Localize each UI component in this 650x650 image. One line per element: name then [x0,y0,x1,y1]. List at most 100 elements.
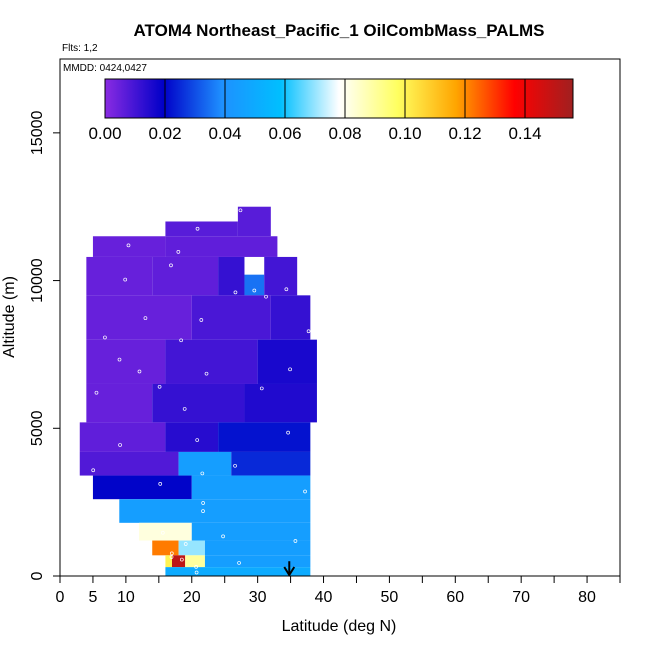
heatmap-cell [152,383,245,423]
colorbar-tick-label: 0.12 [448,124,481,143]
x-tick-label: 20 [183,589,201,606]
heatmap-cell [165,236,278,257]
sample-marker [259,386,264,391]
sample-marker [233,463,237,468]
heatmap-cell [139,522,192,541]
heatmap-cell [231,451,311,476]
heatmap-cell [257,339,317,384]
colorbar-tick-label: 0.14 [508,124,541,143]
colorbar-gradient [104,78,574,119]
heatmap-cell [218,256,245,296]
plot-frame [59,58,621,577]
sample-marker [306,329,311,334]
y-axis: 0 5000 10000 15000 [29,111,60,580]
arrow-head [283,566,296,577]
colorbar-tick-label: 0.06 [268,124,301,143]
sample-marker [237,561,241,565]
heatmap-cell [86,256,153,296]
heatmap-cell [165,339,258,384]
sample-marker [176,250,181,254]
x-tick-label: 70 [512,589,530,606]
sample-marker [94,390,99,395]
sample-marker [117,357,122,362]
heatmap-cell [191,475,311,500]
colorbar: 0.00 0.02 0.04 0.06 0.08 0.10 0.12 0.14 [88,78,574,143]
colorbar-tick-label: 0.00 [88,124,121,143]
sample-marker [91,468,96,473]
x-tick-label: 50 [381,589,399,606]
x-tick-label: 10 [117,589,135,606]
heatmap-cell [165,555,172,568]
heatmap-cell [185,555,205,568]
sample-marker [252,288,257,293]
heatmap-cell [165,221,238,237]
colorbar-ticks: 0.00 0.02 0.04 0.06 0.08 0.10 0.12 0.14 [88,79,542,143]
colorbar-tick-label: 0.02 [148,124,181,143]
sample-marker [183,542,188,546]
sample-marker [169,555,174,559]
heatmap-cell [204,555,311,568]
heatmap-cell [191,295,271,340]
y-tick-label: 15000 [29,111,46,156]
sample-marker [238,208,243,213]
heatmap-cell [178,451,232,476]
colorbar-tick-label: 0.10 [388,124,421,143]
heatmap-cell [79,451,179,476]
sample-marker [201,501,205,505]
sample-marker [195,438,200,442]
x-tick-label: 60 [446,589,464,606]
latitude-marker-arrow [283,561,296,577]
sample-marker [221,534,225,539]
colorbar-tick-label: 0.04 [208,124,241,143]
sample-marker [182,407,187,411]
heatmap-cell [86,295,192,340]
sample-marker [143,316,148,320]
heatmap-cell [152,540,179,556]
heatmap-cell [191,522,311,541]
sample-marker [286,430,290,435]
heatmap-cell [178,540,205,556]
sample-marker [284,287,289,292]
heatmap-cell [119,499,311,523]
x-tick-label: 40 [315,589,333,606]
sample-markers [91,208,311,575]
sample-marker [179,338,183,343]
y-tick-label: 10000 [29,258,46,303]
sample-marker [169,263,173,268]
sample-marker [118,443,122,447]
x-tick-label: 80 [578,589,596,606]
sample-marker [126,243,131,248]
sample-marker [199,318,204,322]
x-axis-label: Latitude (deg N) [282,618,397,635]
sample-marker [200,471,205,476]
flights-label: Flts: 1,2 [62,43,98,54]
sample-marker [204,371,209,376]
sample-marker [103,335,107,340]
x-tick-label: 0 [56,589,65,606]
heatmap-cells [79,206,317,576]
y-tick-label: 0 [29,571,46,580]
heatmap-cell [86,339,166,384]
heatmap-cell [79,422,166,452]
heatmap-cell [244,383,317,423]
heatmap-cell [165,567,311,576]
heatmap-cell [218,422,311,452]
sample-marker [160,530,165,535]
sample-marker [158,482,163,486]
heatmap-cell [172,555,186,568]
date-label: MMDD: 0424,0427 [63,63,147,74]
heatmap-cell [152,256,219,296]
sample-marker [123,277,128,282]
x-tick-label: 5 [88,589,97,606]
sample-marker [264,294,268,299]
sample-marker [157,384,162,389]
colorbar-tick-label: 0.08 [328,124,361,143]
chart-title: ATOM4 Northeast_Pacific_1 OilCombMass_PA… [134,21,545,40]
heatmap-cell [92,475,192,500]
x-tick-label: 30 [249,589,267,606]
heatmap-cell [264,256,298,296]
sample-marker [169,551,174,556]
sample-marker [303,489,307,494]
heatmap-cell [204,540,311,556]
